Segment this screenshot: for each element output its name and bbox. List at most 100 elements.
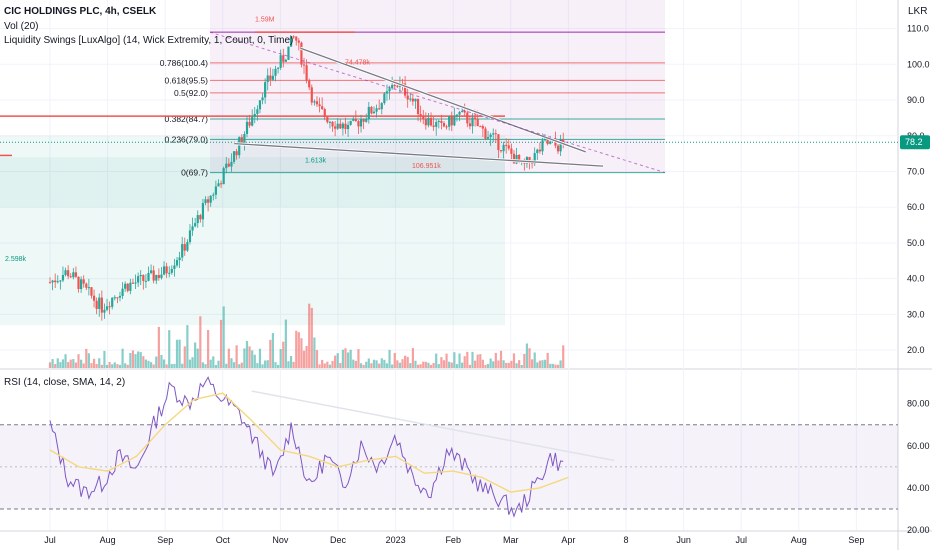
rsi-title[interactable]: RSI (14, close, SMA, 14, 2)	[4, 377, 126, 388]
volume-bar	[173, 363, 176, 368]
volume-bar	[289, 356, 293, 368]
candle-body	[424, 119, 427, 126]
volume-bar	[95, 364, 98, 368]
rsi-tick: 20.00	[907, 525, 930, 535]
candle-body	[481, 126, 484, 129]
volume-bar	[276, 364, 280, 368]
candle-body	[243, 134, 246, 144]
price-axis[interactable]: 110.0100.090.080.070.060.050.040.030.020…	[900, 24, 930, 535]
indicator-vol-label[interactable]: Vol (20)	[4, 21, 39, 32]
candle-body	[450, 115, 453, 126]
candle-body	[100, 297, 103, 313]
rsi-band-fill	[0, 424, 898, 509]
trendline	[300, 47, 586, 153]
volume-bar	[354, 360, 357, 368]
volume-bar	[344, 348, 347, 368]
volume-bar	[404, 355, 407, 368]
volume-bar	[98, 358, 101, 368]
fib-label: 0(69.7)	[181, 168, 208, 178]
volume-bar	[48, 362, 52, 368]
volume-bar	[336, 353, 339, 368]
candle-body	[92, 295, 96, 301]
volume-bar	[225, 363, 228, 368]
volume-bar	[549, 363, 552, 368]
volume-bar	[188, 359, 192, 368]
candle-body	[505, 144, 508, 146]
candle-body	[186, 242, 189, 251]
volume-bar	[313, 337, 316, 368]
fib-levels: 0.786(100.4) 0.618(95.5) 0.5(92.0) 0.382(84…	[0, 31, 898, 178]
candle-body	[435, 122, 438, 127]
volume-bar	[346, 352, 350, 368]
volume-bar	[279, 349, 282, 368]
volume-bar	[74, 362, 78, 368]
candle-body	[279, 55, 282, 68]
liquidity-zone-mid	[0, 157, 505, 208]
volume-bar	[411, 348, 414, 368]
volume-bar	[512, 353, 516, 368]
candle-body	[461, 110, 464, 112]
volume-bar	[435, 353, 438, 368]
volume-bar	[538, 360, 541, 368]
fib-label: 0.236(79.0)	[165, 134, 209, 144]
candle-body	[499, 150, 503, 152]
candle-body	[282, 55, 285, 62]
trendlines[interactable]	[209, 31, 666, 174]
volume-bar	[339, 363, 342, 368]
volume-bar	[429, 364, 433, 368]
candle-body	[271, 75, 275, 80]
candle-body	[269, 75, 272, 80]
volume-bar	[116, 364, 119, 368]
rsi-tick: 40.00	[907, 483, 930, 493]
volume-bar	[562, 345, 565, 368]
rsi-ma-line	[49, 392, 569, 493]
time-tick: Oct	[216, 535, 231, 545]
candle-body	[295, 36, 298, 41]
volume-bar	[422, 361, 425, 368]
volume-bar	[372, 359, 376, 368]
rsi-line	[49, 376, 564, 518]
candle-body	[349, 120, 352, 125]
candle-body	[98, 297, 101, 309]
volume-bar	[261, 364, 264, 368]
candle-body	[183, 244, 186, 251]
volume-bar	[419, 364, 422, 368]
volume-bar	[450, 362, 453, 368]
candle-body	[359, 119, 363, 127]
candle-body	[396, 85, 399, 87]
price-tick: 30.0	[907, 309, 925, 319]
volume-bar	[67, 362, 70, 368]
volume-bar	[256, 363, 259, 368]
candle-body	[245, 121, 249, 135]
indicator-ls-label[interactable]: Liquidity Swings [LuxAlgo] (14, Wick Ext…	[4, 35, 294, 46]
candle-body	[191, 226, 194, 231]
time-tick: Jun	[676, 535, 691, 545]
candle-body	[492, 133, 495, 135]
candle-body	[512, 153, 516, 164]
candle-body	[341, 123, 344, 129]
volume-bar	[551, 363, 554, 368]
volume-bar	[121, 348, 124, 368]
volume-bar	[253, 354, 256, 368]
time-tick: Sep	[157, 535, 173, 545]
time-axis[interactable]: Jul Aug Sep Oct Nov Dec 2023 Feb Mar Apr 8 Jun Jul Au…	[44, 535, 864, 545]
volume-annotation: 2.598k	[5, 256, 27, 263]
candle-body	[318, 104, 321, 107]
price-tick: 100.0	[907, 59, 930, 69]
rsi-pane-bg	[0, 370, 898, 530]
volume-bar	[502, 360, 505, 368]
time-tick: Jul	[735, 535, 747, 545]
candle-body	[225, 163, 228, 169]
candle-body	[142, 274, 145, 281]
volume-bar	[175, 339, 179, 368]
volume-bar	[204, 364, 207, 368]
candle-body	[157, 275, 160, 278]
volume-bar	[131, 350, 135, 368]
candle-body	[149, 270, 153, 273]
volume-bar	[518, 360, 521, 368]
volume-bar	[442, 360, 446, 368]
candle-body	[251, 117, 254, 126]
candle-body	[103, 309, 106, 313]
